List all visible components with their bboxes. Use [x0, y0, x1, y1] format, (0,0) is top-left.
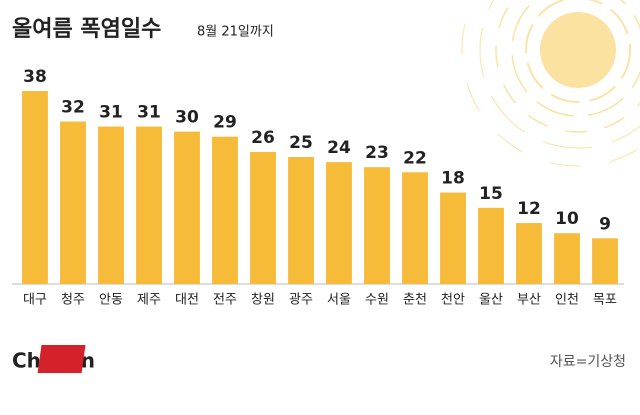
value-label: 24 — [327, 138, 351, 158]
value-label: 38 — [23, 67, 47, 87]
bar — [174, 131, 200, 284]
x-tick-label: 창원 — [251, 293, 275, 308]
x-tick-label: 울산 — [479, 293, 503, 308]
value-label: 18 — [441, 169, 465, 189]
x-tick-label: 서울 — [327, 293, 351, 308]
bar — [212, 136, 238, 284]
sun-decoration — [461, 0, 640, 167]
value-label: 26 — [251, 128, 275, 148]
bar — [478, 207, 504, 284]
bar — [592, 238, 618, 284]
x-tick-label: 안동 — [99, 293, 123, 308]
bar — [98, 126, 124, 284]
bar — [554, 233, 580, 284]
x-tick-label: 수원 — [365, 293, 389, 308]
x-tick-label: 대전 — [175, 293, 199, 308]
value-label: 32 — [61, 97, 85, 117]
logo-badge-box — [37, 345, 86, 373]
value-label: 31 — [99, 103, 123, 123]
x-tick-label: 대구 — [23, 293, 47, 308]
bar — [364, 167, 390, 284]
value-label: 22 — [403, 148, 427, 168]
value-label: 31 — [137, 103, 161, 123]
bar — [136, 126, 162, 284]
x-tick-label: 목포 — [593, 293, 617, 308]
value-label: 29 — [213, 113, 237, 133]
value-label: 25 — [289, 133, 313, 153]
x-tick-label: 천안 — [441, 293, 465, 308]
bar — [60, 121, 86, 284]
bar — [402, 172, 428, 284]
bar — [326, 162, 352, 284]
value-label: 15 — [479, 184, 503, 204]
x-tick-label: 청주 — [61, 293, 85, 308]
chart-subtitle: 8월 21일까지 — [197, 25, 274, 40]
value-label: 12 — [517, 199, 541, 219]
chart-title: 올여름 폭염일수 — [12, 17, 161, 42]
value-label: 9 — [599, 214, 611, 234]
bar — [288, 157, 314, 284]
x-tick-label: 광주 — [289, 293, 313, 308]
bar — [516, 223, 542, 284]
bar — [250, 151, 276, 284]
logo-badge: Biz — [95, 350, 125, 371]
bar — [440, 192, 466, 284]
x-tick-label: 제주 — [137, 293, 161, 308]
x-tick-label: 춘천 — [403, 293, 427, 308]
source: 자료=기상청 — [550, 354, 626, 370]
value-label: 23 — [365, 143, 389, 163]
value-label: 10 — [555, 209, 579, 229]
x-tick-label: 전주 — [213, 293, 237, 308]
x-tick-label: 인천 — [555, 293, 579, 308]
x-tick-label: 부산 — [517, 293, 541, 308]
bar — [22, 91, 48, 284]
value-label: 30 — [175, 108, 199, 128]
